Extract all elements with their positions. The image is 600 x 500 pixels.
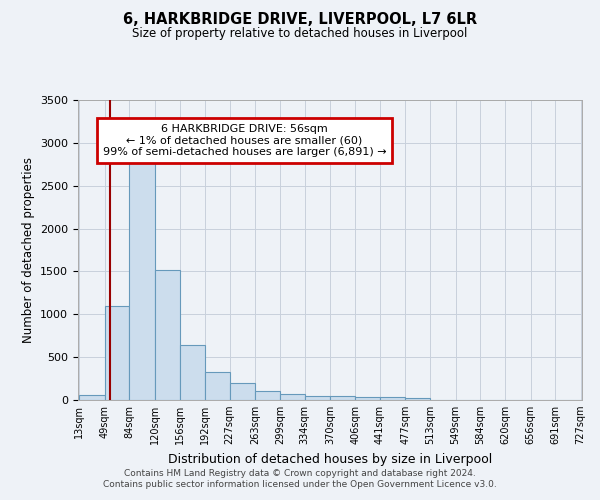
- Bar: [180, 345, 205, 400]
- Bar: [230, 384, 255, 400]
- X-axis label: Distribution of detached houses by size in Liverpool: Distribution of detached houses by size …: [168, 452, 492, 466]
- Bar: [280, 394, 305, 400]
- Bar: [129, 147, 155, 400]
- Bar: [330, 396, 355, 400]
- Bar: [405, 398, 430, 400]
- Bar: [104, 306, 129, 400]
- Bar: [205, 372, 230, 400]
- Text: Size of property relative to detached houses in Liverpool: Size of property relative to detached ho…: [133, 28, 467, 40]
- Bar: [355, 397, 380, 400]
- Text: Contains public sector information licensed under the Open Government Licence v3: Contains public sector information licen…: [103, 480, 497, 489]
- Bar: [255, 391, 280, 400]
- Bar: [79, 395, 104, 400]
- Y-axis label: Number of detached properties: Number of detached properties: [22, 157, 35, 343]
- Bar: [155, 270, 180, 400]
- Text: Contains HM Land Registry data © Crown copyright and database right 2024.: Contains HM Land Registry data © Crown c…: [124, 468, 476, 477]
- Text: 6, HARKBRIDGE DRIVE, LIVERPOOL, L7 6LR: 6, HARKBRIDGE DRIVE, LIVERPOOL, L7 6LR: [123, 12, 477, 28]
- Bar: [305, 396, 330, 400]
- Text: 6 HARKBRIDGE DRIVE: 56sqm
← 1% of detached houses are smaller (60)
99% of semi-d: 6 HARKBRIDGE DRIVE: 56sqm ← 1% of detach…: [103, 124, 386, 157]
- Bar: [380, 398, 405, 400]
